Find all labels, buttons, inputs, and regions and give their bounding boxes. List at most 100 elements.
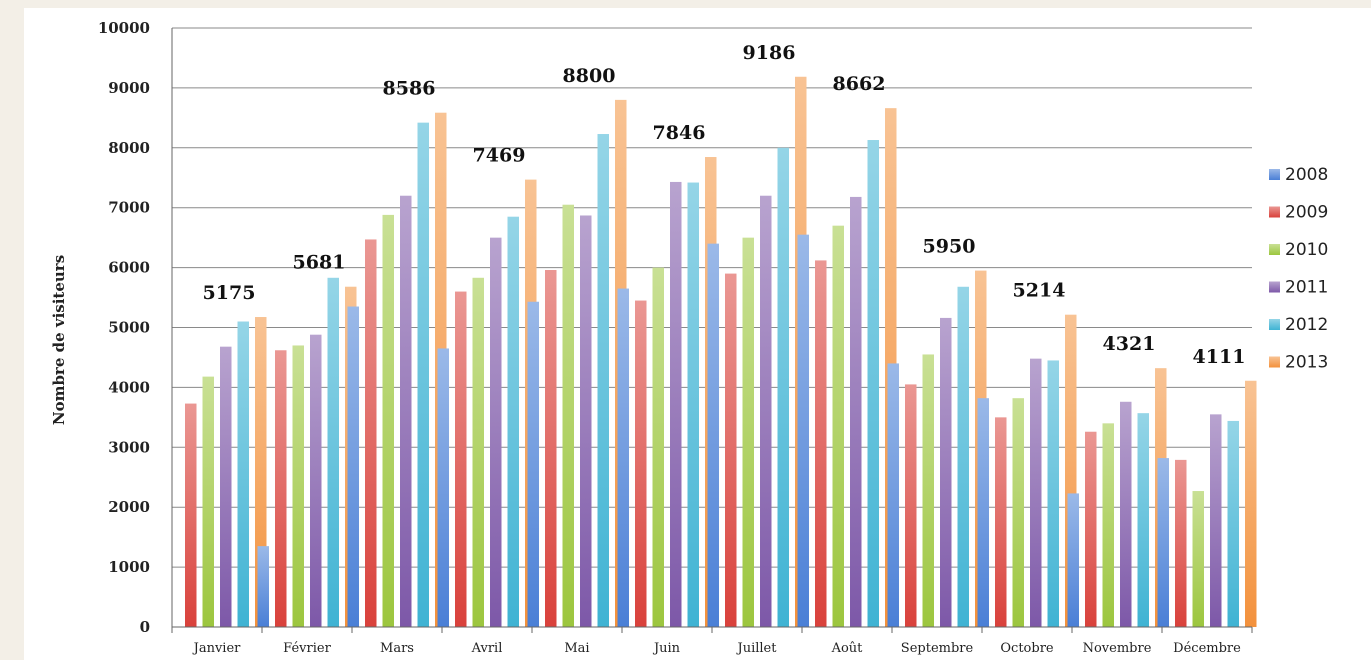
x-tick-label: Avril: [471, 641, 503, 656]
bar-2009-Février: [275, 350, 287, 627]
bar-2012-Février: [327, 277, 339, 627]
bar-2010-Janvier: [202, 376, 214, 627]
y-tick-label: 9000: [108, 79, 150, 97]
bar-2011-Juin: [670, 181, 682, 627]
x-tick-label: Octobre: [1000, 641, 1054, 656]
bar-2008-Juin: [617, 288, 629, 627]
bar-2008-Février: [257, 546, 269, 627]
bar-2013-Décembre: [1245, 380, 1257, 627]
legend-label-2011: 2011: [1285, 278, 1328, 298]
x-tick-label: Février: [283, 641, 331, 656]
bar-2012-Mars: [417, 122, 429, 627]
y-tick-label: 6000: [108, 259, 150, 277]
y-axis-tick-labels: 0 1000 2000 3000 4000 5000 6000 7000 8000 9000 100…: [98, 19, 150, 636]
bar-2011-Septembre: [940, 317, 952, 627]
bar-2009-Décembre: [1175, 459, 1187, 627]
data-label: 5681: [293, 252, 346, 274]
bar-2010-Octobre: [1012, 398, 1024, 627]
legend: 2008 2009 2010 2011 2012 2013: [1269, 165, 1328, 373]
legend-swatch-2013: [1269, 356, 1280, 368]
axes: [171, 28, 1253, 633]
data-label: 4321: [1103, 333, 1156, 355]
bar-2011-Décembre: [1210, 414, 1222, 627]
y-tick-label: 8000: [108, 139, 150, 157]
data-label: 8586: [383, 78, 436, 100]
bar-2009-Mars: [365, 239, 377, 627]
x-tick-label: Juin: [652, 641, 681, 656]
bar-2009-Janvier: [185, 403, 197, 627]
x-tick-label: Août: [831, 641, 864, 656]
bar-2012-Avril: [507, 216, 519, 627]
bar-2010-Août: [832, 225, 844, 628]
bar-2012-Septembre: [957, 286, 969, 627]
bar-2009-Juin: [635, 300, 647, 627]
bars: [185, 76, 1257, 628]
bar-2008-Août: [797, 234, 809, 627]
data-label: 5175: [203, 282, 256, 304]
y-tick-label: 10000: [98, 19, 150, 37]
bar-2011-Mai: [580, 215, 592, 627]
x-tick-label: Mars: [380, 641, 414, 656]
bar-2012-Août: [867, 140, 879, 627]
bar-2010-Juillet: [742, 237, 754, 627]
y-tick-label: 0: [140, 618, 150, 636]
bar-2011-Février: [310, 334, 322, 627]
y-tick-label: 5000: [108, 319, 150, 337]
bar-2011-Août: [850, 196, 862, 627]
bar-2012-Juillet: [777, 147, 789, 628]
bar-2011-Juillet: [760, 195, 772, 627]
x-tick-label: Décembre: [1173, 641, 1241, 656]
data-label: 4111: [1193, 346, 1246, 368]
bar-2009-Septembre: [905, 384, 917, 627]
data-label: 8662: [833, 73, 886, 95]
bar-2011-Avril: [490, 237, 502, 627]
legend-label-2010: 2010: [1285, 240, 1328, 260]
bar-2012-Janvier: [237, 321, 249, 627]
x-axis-category-labels: Janvier Février Mars Avril Mai Juin Juillet Aoû…: [192, 641, 1242, 656]
bar-2011-Mars: [400, 195, 412, 627]
bar-2008-Mai: [527, 301, 539, 627]
x-tick-label: Novembre: [1083, 641, 1152, 656]
bar-2011-Octobre: [1030, 358, 1042, 627]
bar-2011-Novembre: [1120, 401, 1132, 627]
x-tick-label: Juillet: [736, 641, 778, 656]
data-label: 7846: [653, 122, 706, 144]
y-tick-label: 2000: [108, 498, 150, 516]
legend-label-2009: 2009: [1285, 203, 1328, 223]
bar-2010-Mars: [382, 214, 394, 627]
bar-2008-Septembre: [887, 363, 899, 627]
x-tick-label: Septembre: [901, 641, 974, 656]
bar-2010-Novembre: [1102, 423, 1114, 627]
bar-2009-Octobre: [995, 417, 1007, 627]
y-tick-label: 7000: [108, 199, 150, 217]
bar-2008-Novembre: [1067, 493, 1079, 627]
legend-swatch-2011: [1269, 281, 1280, 293]
y-tick-label: 1000: [108, 558, 150, 576]
legend-swatch-2010: [1269, 244, 1280, 255]
bar-2009-Novembre: [1085, 431, 1097, 627]
data-labels: 5175 5681 8586 7469 8800 7846 9186 8662 5950 5214…: [203, 42, 1246, 368]
legend-label-2012: 2012: [1285, 315, 1328, 335]
legend-label-2013: 2013: [1285, 353, 1328, 373]
bar-2013-Janvier: [255, 317, 267, 627]
bar-2012-Novembre: [1137, 413, 1149, 627]
bar-2012-Mai: [597, 134, 609, 627]
bar-2008-Octobre: [977, 398, 989, 627]
y-axis-title: Nombre de visiteurs: [50, 255, 68, 425]
bar-2012-Octobre: [1047, 360, 1059, 627]
bar-2010-Février: [292, 345, 304, 627]
bar-2012-Décembre: [1227, 420, 1239, 627]
x-tick-label: Janvier: [192, 641, 242, 656]
legend-swatch-2009: [1269, 206, 1280, 218]
bar-2010-Juin: [652, 267, 664, 627]
bar-2010-Avril: [472, 277, 484, 627]
bar-2009-Mai: [545, 269, 557, 627]
bar-2010-Décembre: [1192, 491, 1204, 627]
legend-label-2008: 2008: [1285, 165, 1328, 185]
y-tick-label: 3000: [108, 438, 150, 456]
bar-2011-Janvier: [220, 346, 232, 627]
data-label: 7469: [473, 145, 526, 167]
bar-2008-Mars: [347, 306, 359, 627]
bar-2008-Juillet: [707, 243, 719, 627]
x-tick-label: Mai: [564, 641, 589, 656]
